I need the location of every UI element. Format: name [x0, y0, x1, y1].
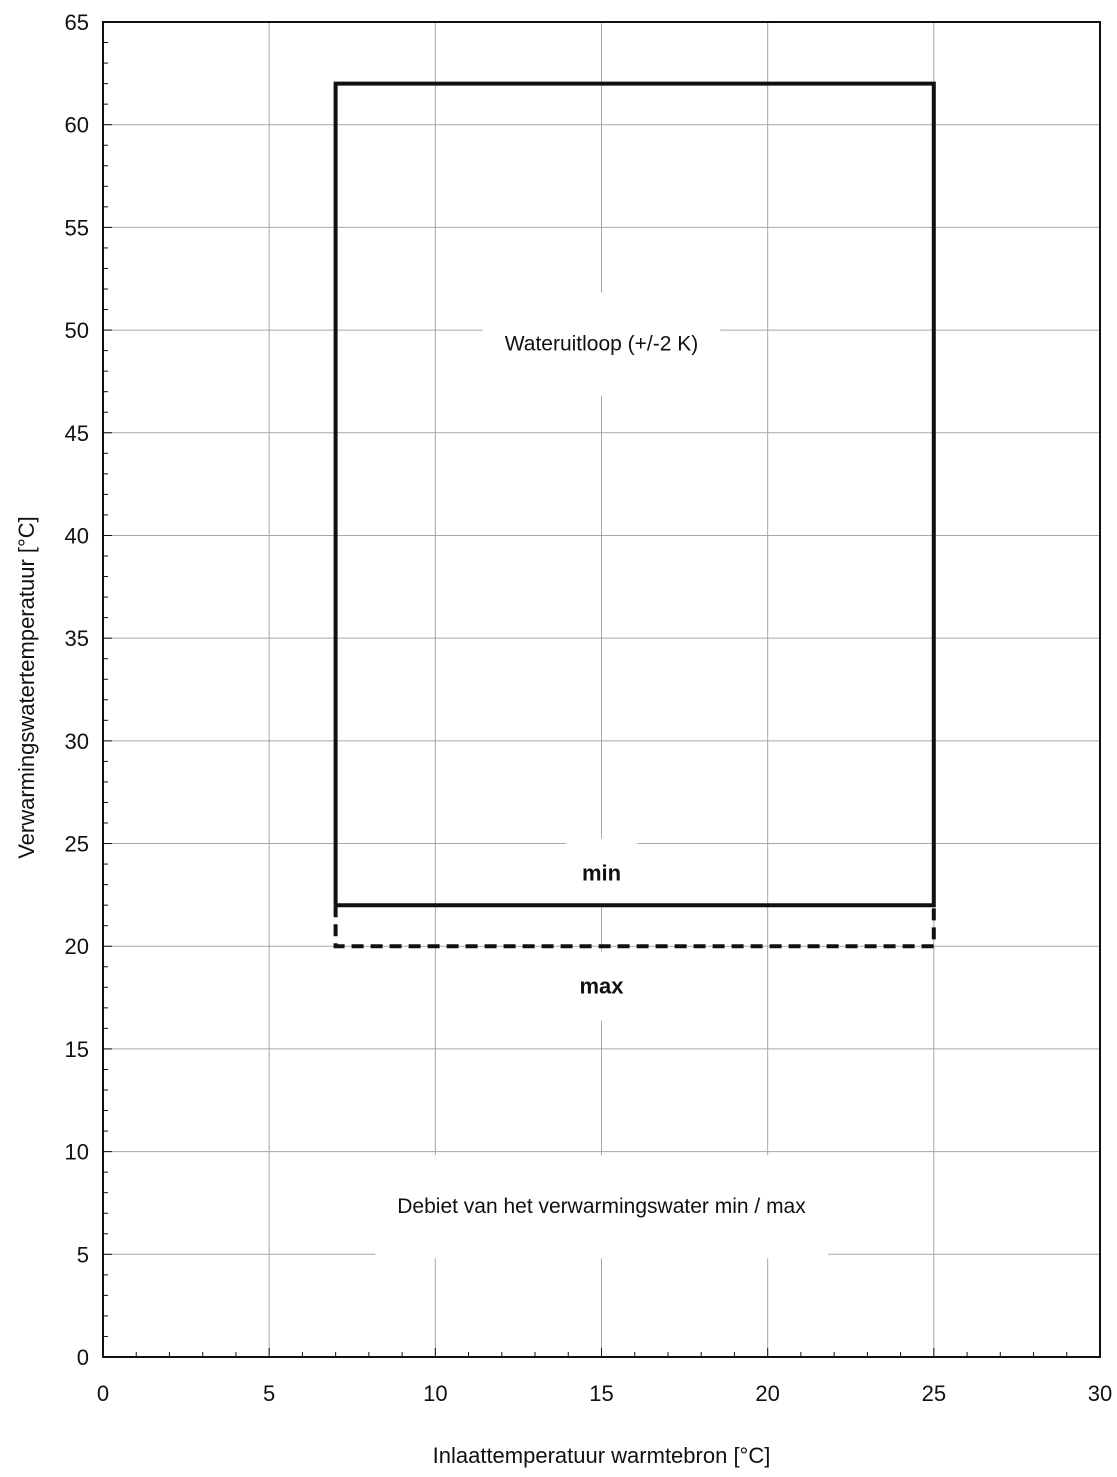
y-tick-label: 25 — [65, 832, 89, 857]
annotation-text: Debiet van het verwarmingswater min / ma… — [397, 1195, 806, 1218]
y-tick-label: 20 — [65, 934, 89, 959]
series — [333, 81, 936, 949]
y-axis-title: Verwarmingswatertemperatuur [°C] — [14, 516, 39, 859]
series-line-max — [333, 905, 936, 949]
x-tick-label: 15 — [589, 1381, 613, 1406]
x-tick-label: 20 — [755, 1381, 779, 1406]
annotation-background — [565, 838, 638, 908]
tick-labels: 0 5 10 15 20 25 30 0 5 10 15 20 25 30 35 40 45 50 55 60 65 — [65, 10, 1113, 1406]
annotation: min — [565, 838, 638, 908]
y-tick-label: 15 — [65, 1037, 89, 1062]
x-tick-label: 25 — [922, 1381, 946, 1406]
annotation-text: min — [582, 861, 621, 886]
annotation-text: Wateruitloop (+/-2 K) — [505, 333, 699, 356]
y-tick-label: 50 — [65, 318, 89, 343]
y-tick-label: 45 — [65, 421, 89, 446]
annotation: Wateruitloop (+/-2 K) — [482, 292, 721, 396]
y-tick-label: 10 — [65, 1140, 89, 1165]
y-tick-label: 60 — [65, 113, 89, 138]
plot-frame — [102, 21, 1101, 1358]
y-tick-label: 65 — [65, 10, 89, 35]
x-axis-title: Inlaattemperatuur warmtebron [°C] — [433, 1443, 771, 1468]
x-tick-label: 5 — [263, 1381, 275, 1406]
x-tick-label: 30 — [1088, 1381, 1112, 1406]
series-line-min — [333, 81, 936, 908]
annotation-background — [375, 1155, 829, 1259]
annotation: Debiet van het verwarmingswater min / ma… — [375, 1155, 829, 1259]
y-tick-label: 40 — [65, 523, 89, 548]
y-tick-label: 30 — [65, 729, 89, 754]
annotation: max — [563, 951, 641, 1021]
y-tick-label: 55 — [65, 215, 89, 240]
annotation-background — [563, 951, 641, 1021]
annotation-text: max — [579, 973, 624, 998]
y-tick-label: 5 — [77, 1242, 89, 1267]
annotations: Wateruitloop (+/-2 K) min max Debiet van he… — [375, 292, 829, 1259]
y-tick-label: 0 — [77, 1345, 89, 1370]
x-tick-label: 10 — [423, 1381, 447, 1406]
annotation-background — [482, 292, 721, 396]
y-tick-label: 35 — [65, 626, 89, 651]
x-tick-label: 0 — [97, 1381, 109, 1406]
